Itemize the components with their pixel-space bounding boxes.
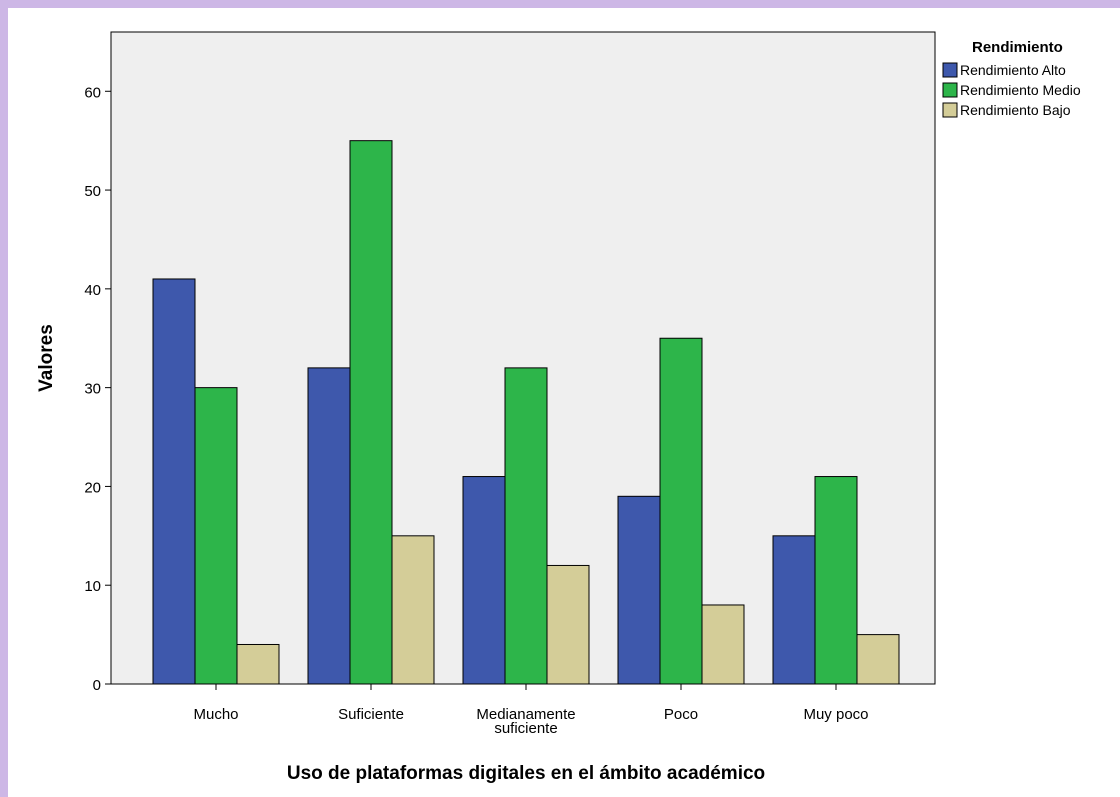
bar xyxy=(814,476,858,685)
bars xyxy=(152,140,900,685)
legend-swatch xyxy=(942,62,958,78)
bar xyxy=(152,278,196,685)
bar xyxy=(772,535,816,685)
legend-swatch xyxy=(942,82,958,98)
bar xyxy=(462,476,506,685)
y-tick-label: 40 xyxy=(84,282,101,299)
bar xyxy=(701,604,745,685)
legend-label: Rendimiento Medio xyxy=(960,82,1081,98)
y-axis: 0 10 20 30 40 50 60 xyxy=(84,84,111,694)
bar xyxy=(504,367,548,685)
legend: Rendimiento Rendimiento Alto Rendimiento … xyxy=(942,39,1081,118)
x-tick-label: suficiente xyxy=(494,720,557,737)
x-tick-label: Poco xyxy=(664,706,698,723)
legend-label: Rendimiento Bajo xyxy=(960,102,1071,118)
bar xyxy=(546,564,590,685)
bar xyxy=(194,387,238,685)
bar xyxy=(659,337,703,685)
y-axis-label: Valores xyxy=(36,324,57,392)
legend-label: Rendimiento Alto xyxy=(960,62,1066,78)
y-tick-label: 0 xyxy=(93,677,101,694)
y-tick-label: 10 xyxy=(84,578,101,595)
legend-title: Rendimiento xyxy=(972,39,1063,56)
x-axis-label: Uso de plataformas digitales en el ámbit… xyxy=(287,763,765,784)
y-tick-label: 50 xyxy=(84,183,101,200)
legend-swatch xyxy=(942,102,958,118)
bar xyxy=(391,535,435,685)
y-tick-label: 20 xyxy=(84,479,101,496)
bar xyxy=(617,495,661,685)
y-tick-label: 60 xyxy=(84,84,101,101)
bar xyxy=(236,643,280,685)
x-tick-label: Medianamente xyxy=(476,706,575,723)
x-tick-label: Suficiente xyxy=(338,706,404,723)
bar xyxy=(856,634,900,685)
y-tick-label: 30 xyxy=(84,381,101,398)
bar xyxy=(349,140,393,685)
x-tick-label: Mucho xyxy=(193,706,238,723)
x-tick-label: Muy poco xyxy=(803,706,868,723)
bar xyxy=(307,367,351,685)
